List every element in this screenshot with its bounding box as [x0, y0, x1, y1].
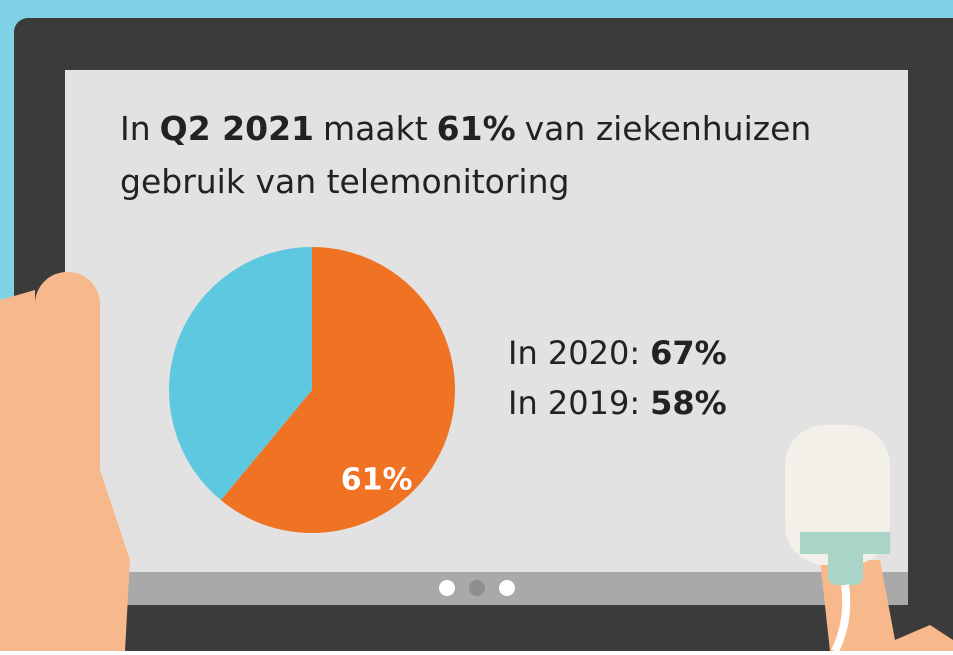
annotation-label: In 2019:: [508, 384, 640, 422]
chart-title: gebruik van telemonitoring: [120, 162, 569, 201]
oximeter-clip: [828, 545, 863, 585]
carousel-bar: [65, 572, 908, 605]
oximeter-band: [800, 532, 890, 554]
annotation: In 2019: 58%: [508, 384, 727, 422]
chart-title: In Q2 2021 maakt 61% van ziekenhuizen: [120, 109, 811, 148]
title-part: gebruik van telemonitoring: [120, 162, 569, 201]
annotation-value: 67%: [650, 334, 727, 372]
annotation: In 2020: 67%: [508, 334, 727, 372]
pie-slice: [220, 247, 456, 533]
title-part: Q2 2021: [160, 109, 314, 148]
annotation-label: In 2020:: [508, 334, 640, 372]
annotation-value: 58%: [650, 384, 727, 422]
title-part: In: [120, 109, 151, 148]
pulse-oximeter: [785, 425, 890, 565]
cable: [831, 584, 851, 653]
chart: In Q2 2021 maakt 61% van ziekenhuizengebruik…: [120, 109, 811, 533]
carousel-dot[interactable]: [499, 580, 515, 596]
title-part: van ziekenhuizen: [525, 109, 812, 148]
thumb: [35, 272, 100, 502]
pie-slice: [169, 247, 312, 501]
carousel-dot[interactable]: [469, 580, 485, 596]
carousel-dot[interactable]: [439, 580, 455, 596]
slice-label: 61%: [341, 462, 413, 497]
title-part: maakt: [323, 109, 428, 148]
title-part: 61%: [437, 109, 516, 148]
